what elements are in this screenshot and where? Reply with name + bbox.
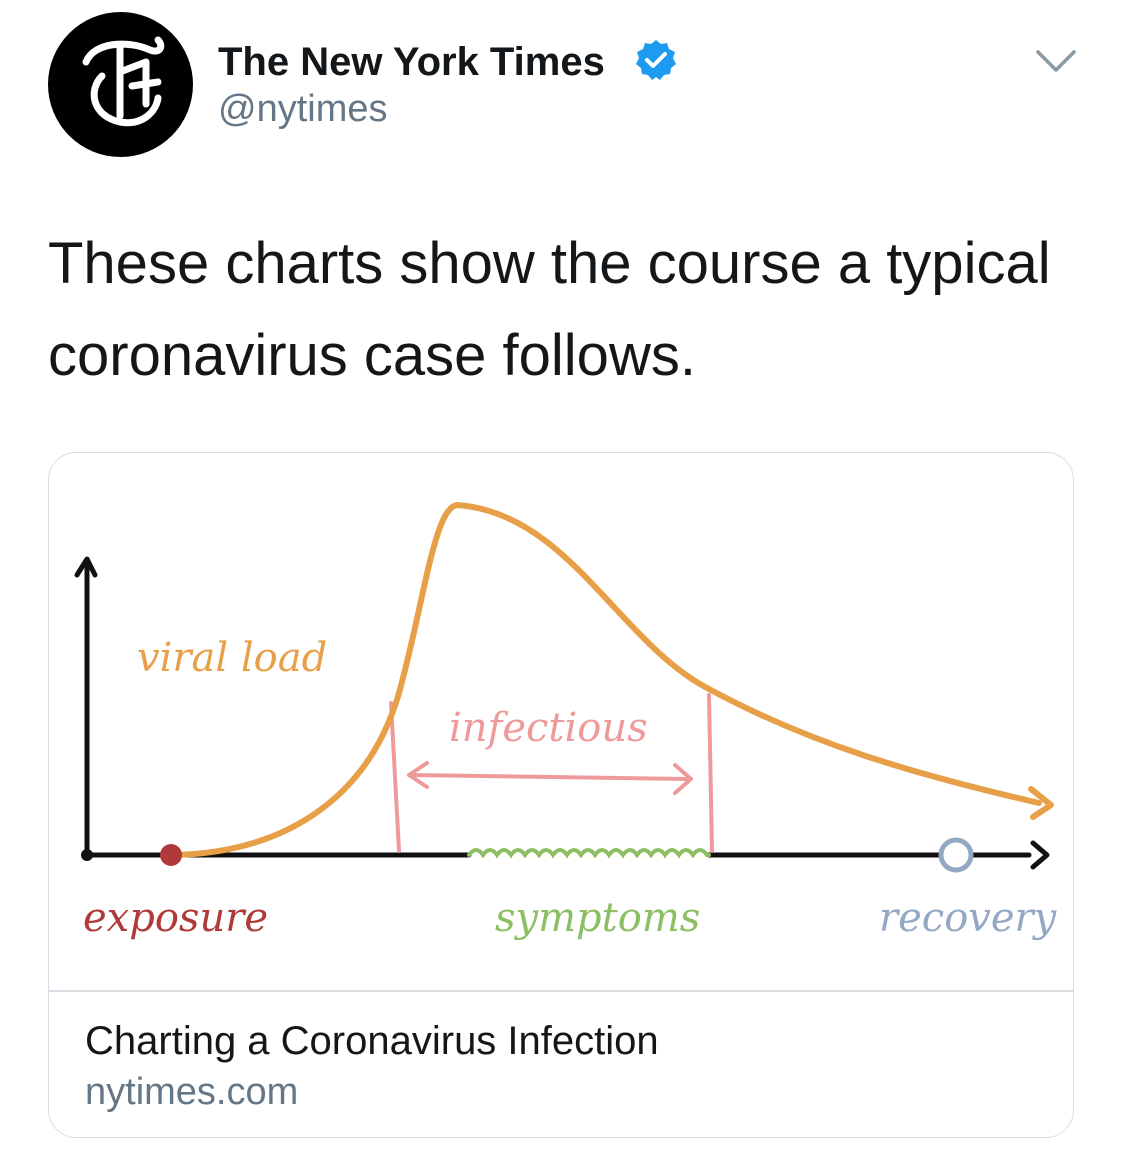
- symptoms-squiggle: [467, 848, 711, 859]
- chevron-down-icon[interactable]: [1034, 46, 1078, 76]
- card-illustration: viral load infectious exposure symptoms …: [74, 501, 1058, 941]
- author-name[interactable]: The New York Times: [218, 40, 605, 84]
- link-card[interactable]: viral load infectious exposure symptoms …: [48, 452, 1074, 1138]
- tweet-header: The New York Times @nytimes: [48, 12, 1088, 157]
- viral-load-label: viral load: [137, 635, 327, 681]
- exposure-dot: [160, 844, 182, 866]
- nyt-logo-icon[interactable]: [48, 12, 193, 157]
- card-domain: nytimes.com: [85, 1071, 299, 1113]
- symptoms-label: symptoms: [495, 895, 700, 941]
- card-divider: [49, 990, 1073, 992]
- exposure-label: exposure: [83, 895, 268, 941]
- infectious-arrow: [407, 773, 691, 781]
- recovery-label: recovery: [879, 895, 1058, 941]
- y-axis-arrow-icon: [74, 556, 98, 578]
- verified-badge-icon: [636, 40, 676, 80]
- author-handle[interactable]: @nytimes: [218, 88, 388, 130]
- card-title[interactable]: Charting a Coronavirus Infection: [85, 1019, 659, 1063]
- viral-load-arrow-icon: [1028, 786, 1054, 820]
- infectious-start-line: [389, 701, 401, 853]
- recovery-circle: [938, 837, 974, 873]
- viral-load-curve: [170, 501, 1042, 858]
- infectious-label: infectious: [449, 705, 648, 751]
- tweet-text: These charts show the course a typical c…: [48, 231, 1051, 388]
- infectious-end-line: [707, 693, 714, 853]
- x-axis-arrow-icon: [1030, 840, 1050, 870]
